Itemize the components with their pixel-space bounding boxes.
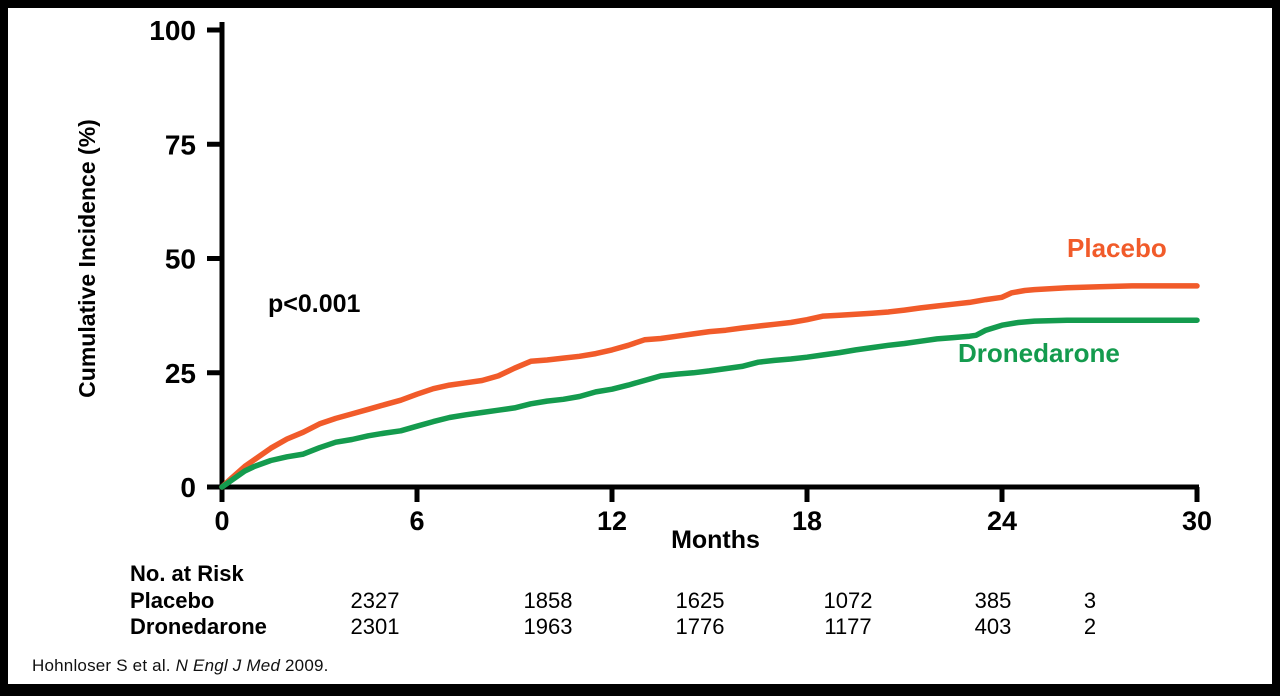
placebo-series-label: Placebo: [1067, 233, 1167, 263]
risk-table-header: No. at Risk: [130, 561, 244, 586]
y-tick-label: 25: [165, 358, 196, 389]
y-tick-label: 75: [165, 129, 196, 160]
risk-value: 2301: [351, 614, 400, 639]
y-tick-label: 50: [165, 244, 196, 275]
risk-row-label: Placebo: [130, 588, 214, 613]
x-tick-label: 12: [597, 506, 627, 536]
risk-row-label: Dronedarone: [130, 614, 267, 639]
risk-value: 1625: [676, 588, 725, 613]
risk-value: 3: [1084, 588, 1096, 613]
x-tick-label: 24: [987, 506, 1017, 536]
risk-value: 1858: [524, 588, 573, 613]
risk-value: 1177: [824, 614, 871, 639]
citation: Hohnloser S et al. N Engl J Med 2009.: [32, 656, 329, 676]
y-tick-label: 100: [149, 15, 196, 46]
risk-value: 1776: [676, 614, 725, 639]
y-tick-label: 0: [180, 472, 196, 503]
citation-prefix: Hohnloser S et al.: [32, 656, 176, 675]
dronedarone-series-label: Dronedarone: [958, 338, 1120, 368]
x-tick-label: 0: [214, 506, 229, 536]
risk-value: 1072: [824, 588, 873, 613]
x-tick-label: 18: [792, 506, 822, 536]
risk-value: 2327: [351, 588, 400, 613]
risk-value: 385: [975, 588, 1012, 613]
x-tick-label: 30: [1182, 506, 1212, 536]
dronedarone-curve: [219, 317, 1200, 490]
risk-value: 2: [1084, 614, 1096, 639]
risk-value: 1963: [524, 614, 573, 639]
citation-suffix: 2009.: [280, 656, 329, 675]
citation-journal: N Engl J Med: [175, 656, 281, 675]
y-axis-title: Cumulative Incidence (%): [74, 119, 100, 398]
cumulative-incidence-chart: 0 25 50 75 100 0 6 12 18 24 30 Months Cumulative Inc…: [74, 15, 1212, 639]
p-value-annotation: p<0.001: [268, 290, 361, 318]
x-axis-title: Months: [671, 526, 760, 554]
risk-value: 403: [975, 614, 1012, 639]
x-tick-label: 6: [409, 506, 424, 536]
placebo-curve: [219, 283, 1200, 490]
